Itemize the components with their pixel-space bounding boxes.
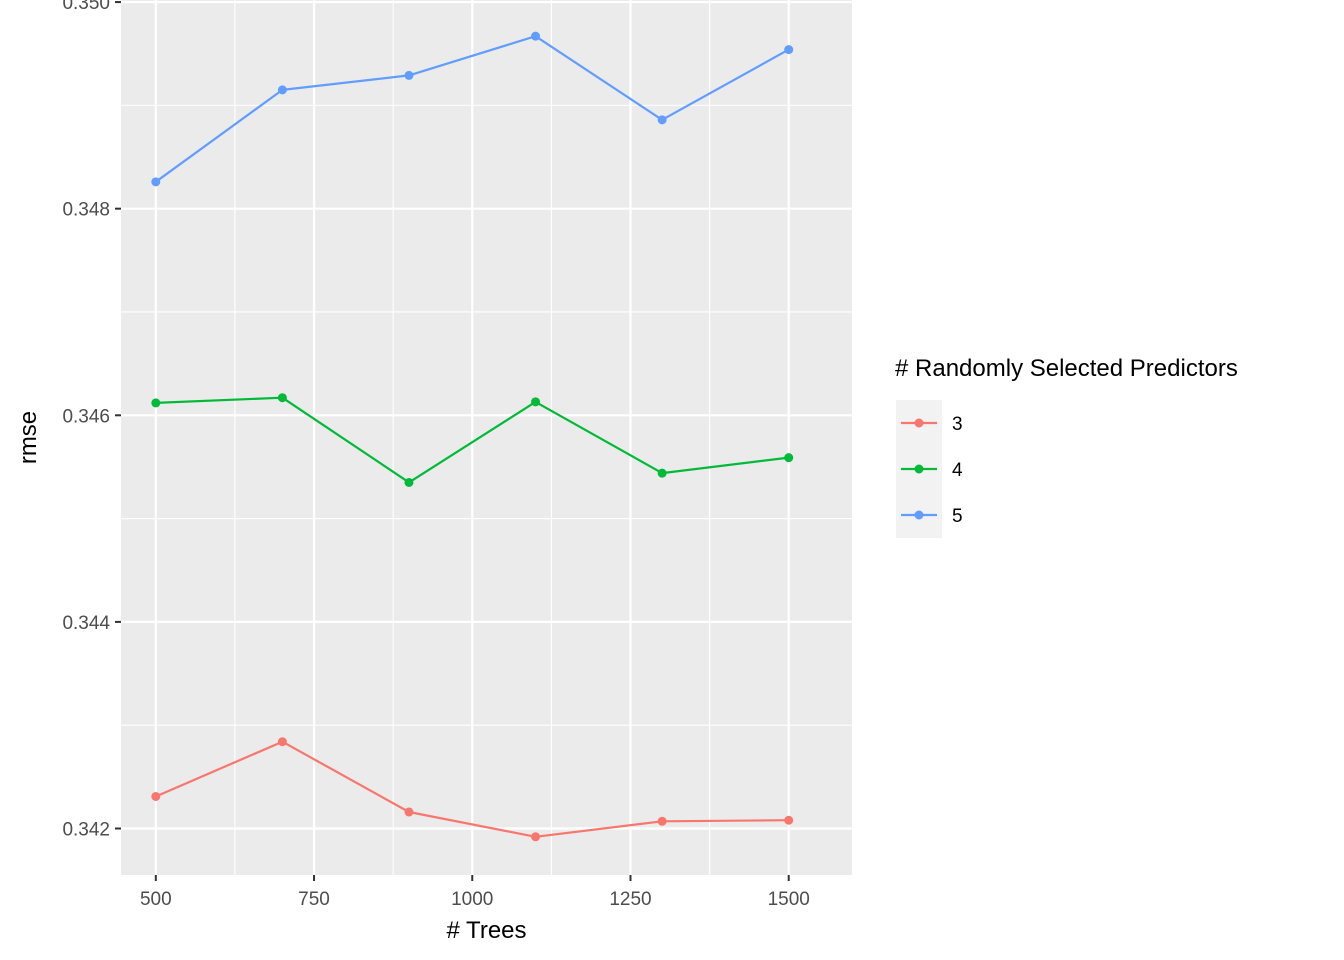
legend-label-3: 3	[952, 414, 963, 435]
legend-key-point-5	[914, 510, 924, 520]
data-point-series-3	[784, 815, 794, 825]
series-line-5	[155, 35, 790, 183]
y-tick-label: 0.350	[62, 0, 110, 14]
y-tick-label: 0.348	[62, 200, 110, 221]
data-point-series-4	[277, 393, 287, 403]
data-point-series-5	[531, 31, 541, 41]
x-axis-title: # Trees	[446, 917, 526, 944]
data-point-series-3	[657, 816, 667, 826]
legend-label-5: 5	[952, 506, 963, 527]
data-point-series-4	[531, 397, 541, 407]
y-tick-label: 0.344	[62, 613, 110, 634]
data-point-series-4	[151, 398, 161, 408]
data-point-series-3	[404, 807, 414, 817]
data-point-series-3	[277, 737, 287, 747]
data-point-series-5	[277, 85, 287, 95]
data-point-series-3	[151, 791, 161, 801]
legend-label-4: 4	[952, 460, 963, 481]
x-tick-label: 1000	[451, 889, 493, 910]
data-point-series-5	[657, 115, 667, 125]
data-point-series-4	[657, 468, 667, 478]
axes: 500 750 1000 1250 1500 0.342 0.344 0.346 0.348 0.…	[62, 0, 809, 910]
legend-title: # Randomly Selected Predictors	[895, 355, 1238, 382]
data-point-series-3	[531, 832, 541, 842]
legend-key-point-4	[914, 464, 924, 474]
data-point-series-4	[784, 453, 794, 463]
series-line-4	[155, 396, 789, 484]
y-tick-label: 0.346	[62, 406, 110, 427]
panel-background	[121, 0, 852, 875]
data-point-series-5	[151, 177, 161, 187]
data-point-series-5	[784, 45, 794, 55]
y-tick-label: 0.342	[62, 820, 110, 841]
data-point-series-5	[404, 70, 414, 80]
plot-panel	[121, 0, 852, 875]
x-tick-label: 1500	[768, 889, 810, 910]
x-tick-label: 750	[298, 889, 330, 910]
series-line-3	[155, 740, 789, 838]
legend: # Randomly Selected Predictors 3 4 5	[895, 355, 1238, 538]
y-axis-title: rmse	[15, 411, 42, 464]
x-tick-label: 500	[140, 889, 172, 910]
data-point-series-4	[404, 477, 414, 487]
x-tick-label: 1250	[609, 889, 651, 910]
legend-key-point-3	[914, 418, 924, 428]
